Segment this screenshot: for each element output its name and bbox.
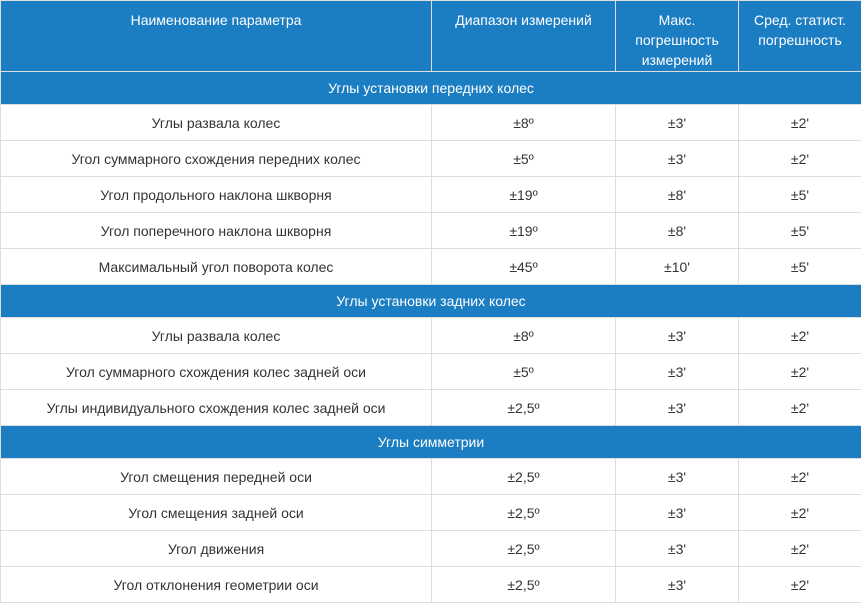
table-row: Угол смещения задней оси ±2,5º ±3' ±2' xyxy=(0,494,861,531)
max-error-cell: ±8' xyxy=(615,176,739,213)
max-error-cell: ±3' xyxy=(615,389,739,426)
range-cell: ±45º xyxy=(431,248,616,285)
max-error-cell: ±3' xyxy=(615,530,739,567)
section-title: Углы симметрии xyxy=(0,425,861,459)
stat-error-cell: ±5' xyxy=(738,212,861,249)
range-cell: ±2,5º xyxy=(431,566,616,603)
max-error-cell: ±3' xyxy=(615,458,739,495)
column-header-max-measurement-error: Макс. погрешность измерений xyxy=(615,0,739,72)
stat-error-cell: ±2' xyxy=(738,353,861,390)
table-row: Угол смещения передней оси ±2,5º ±3' ±2' xyxy=(0,458,861,495)
table-row: Угол суммарного схождения колес задней о… xyxy=(0,353,861,390)
param-name-cell: Угол движения xyxy=(0,530,432,567)
stat-error-cell: ±2' xyxy=(738,389,861,426)
stat-error-cell: ±2' xyxy=(738,104,861,141)
max-error-cell: ±3' xyxy=(615,566,739,603)
range-cell: ±5º xyxy=(431,353,616,390)
max-error-cell: ±3' xyxy=(615,353,739,390)
table-row: Углы развала колес ±8º ±3' ±2' xyxy=(0,317,861,354)
range-cell: ±2,5º xyxy=(431,458,616,495)
stat-error-cell: ±2' xyxy=(738,458,861,495)
stat-error-cell: ±5' xyxy=(738,176,861,213)
stat-error-cell: ±2' xyxy=(738,494,861,531)
stat-error-cell: ±5' xyxy=(738,248,861,285)
column-header-parameter-name: Наименование параметра xyxy=(0,0,432,72)
section-header-row: Углы установки передних колес xyxy=(0,71,861,105)
range-cell: ±5º xyxy=(431,140,616,177)
range-cell: ±2,5º xyxy=(431,389,616,426)
stat-error-cell: ±2' xyxy=(738,317,861,354)
param-name-cell: Углы развала колес xyxy=(0,104,432,141)
table-body: Углы установки передних колес Углы развал… xyxy=(0,71,861,603)
max-error-cell: ±10' xyxy=(615,248,739,285)
max-error-cell: ±3' xyxy=(615,140,739,177)
range-cell: ±2,5º xyxy=(431,530,616,567)
stat-error-cell: ±2' xyxy=(738,140,861,177)
max-error-cell: ±3' xyxy=(615,104,739,141)
section-header-row: Углы установки задних колес xyxy=(0,284,861,318)
param-name-cell: Угол смещения передней оси xyxy=(0,458,432,495)
param-name-cell: Угол смещения задней оси xyxy=(0,494,432,531)
param-name-cell: Угол поперечного наклона шкворня xyxy=(0,212,432,249)
column-header-mean-statistical-error: Сред. статист. погрешность xyxy=(738,0,861,72)
section-header-row: Углы симметрии xyxy=(0,425,861,459)
section-title: Углы установки задних колес xyxy=(0,284,861,318)
table-header-row: Наименование параметра Диапазон измерени… xyxy=(0,0,861,72)
param-name-cell: Угол суммарного схождения колес задней о… xyxy=(0,353,432,390)
table-row: Угол отклонения геометрии оси ±2,5º ±3' ±2' xyxy=(0,566,861,603)
column-header-measurement-range: Диапазон измерений xyxy=(431,0,616,72)
param-name-cell: Угол продольного наклона шкворня xyxy=(0,176,432,213)
param-name-cell: Углы развала колес xyxy=(0,317,432,354)
max-error-cell: ±8' xyxy=(615,212,739,249)
max-error-cell: ±3' xyxy=(615,317,739,354)
max-error-cell: ±3' xyxy=(615,494,739,531)
table-row: Максимальный угол поворота колес ±45º ±10'… xyxy=(0,248,861,285)
range-cell: ±2,5º xyxy=(431,494,616,531)
param-name-cell: Угол суммарного схождения передних колес xyxy=(0,140,432,177)
table-row: Углы индивидуального схождения колес зад… xyxy=(0,389,861,426)
param-name-cell: Максимальный угол поворота колес xyxy=(0,248,432,285)
param-name-cell: Углы индивидуального схождения колес зад… xyxy=(0,389,432,426)
table-row: Углы развала колес ±8º ±3' ±2' xyxy=(0,104,861,141)
range-cell: ±19º xyxy=(431,212,616,249)
table-row: Угол суммарного схождения передних колес… xyxy=(0,140,861,177)
stat-error-cell: ±2' xyxy=(738,566,861,603)
range-cell: ±19º xyxy=(431,176,616,213)
table-row: Угол продольного наклона шкворня ±19º ±8' ±… xyxy=(0,176,861,213)
range-cell: ±8º xyxy=(431,104,616,141)
stat-error-cell: ±2' xyxy=(738,530,861,567)
range-cell: ±8º xyxy=(431,317,616,354)
param-name-cell: Угол отклонения геометрии оси xyxy=(0,566,432,603)
table-row: Угол движения ±2,5º ±3' ±2' xyxy=(0,530,861,567)
table-row: Угол поперечного наклона шкворня ±19º ±8' ±… xyxy=(0,212,861,249)
section-title: Углы установки передних колес xyxy=(0,71,861,105)
